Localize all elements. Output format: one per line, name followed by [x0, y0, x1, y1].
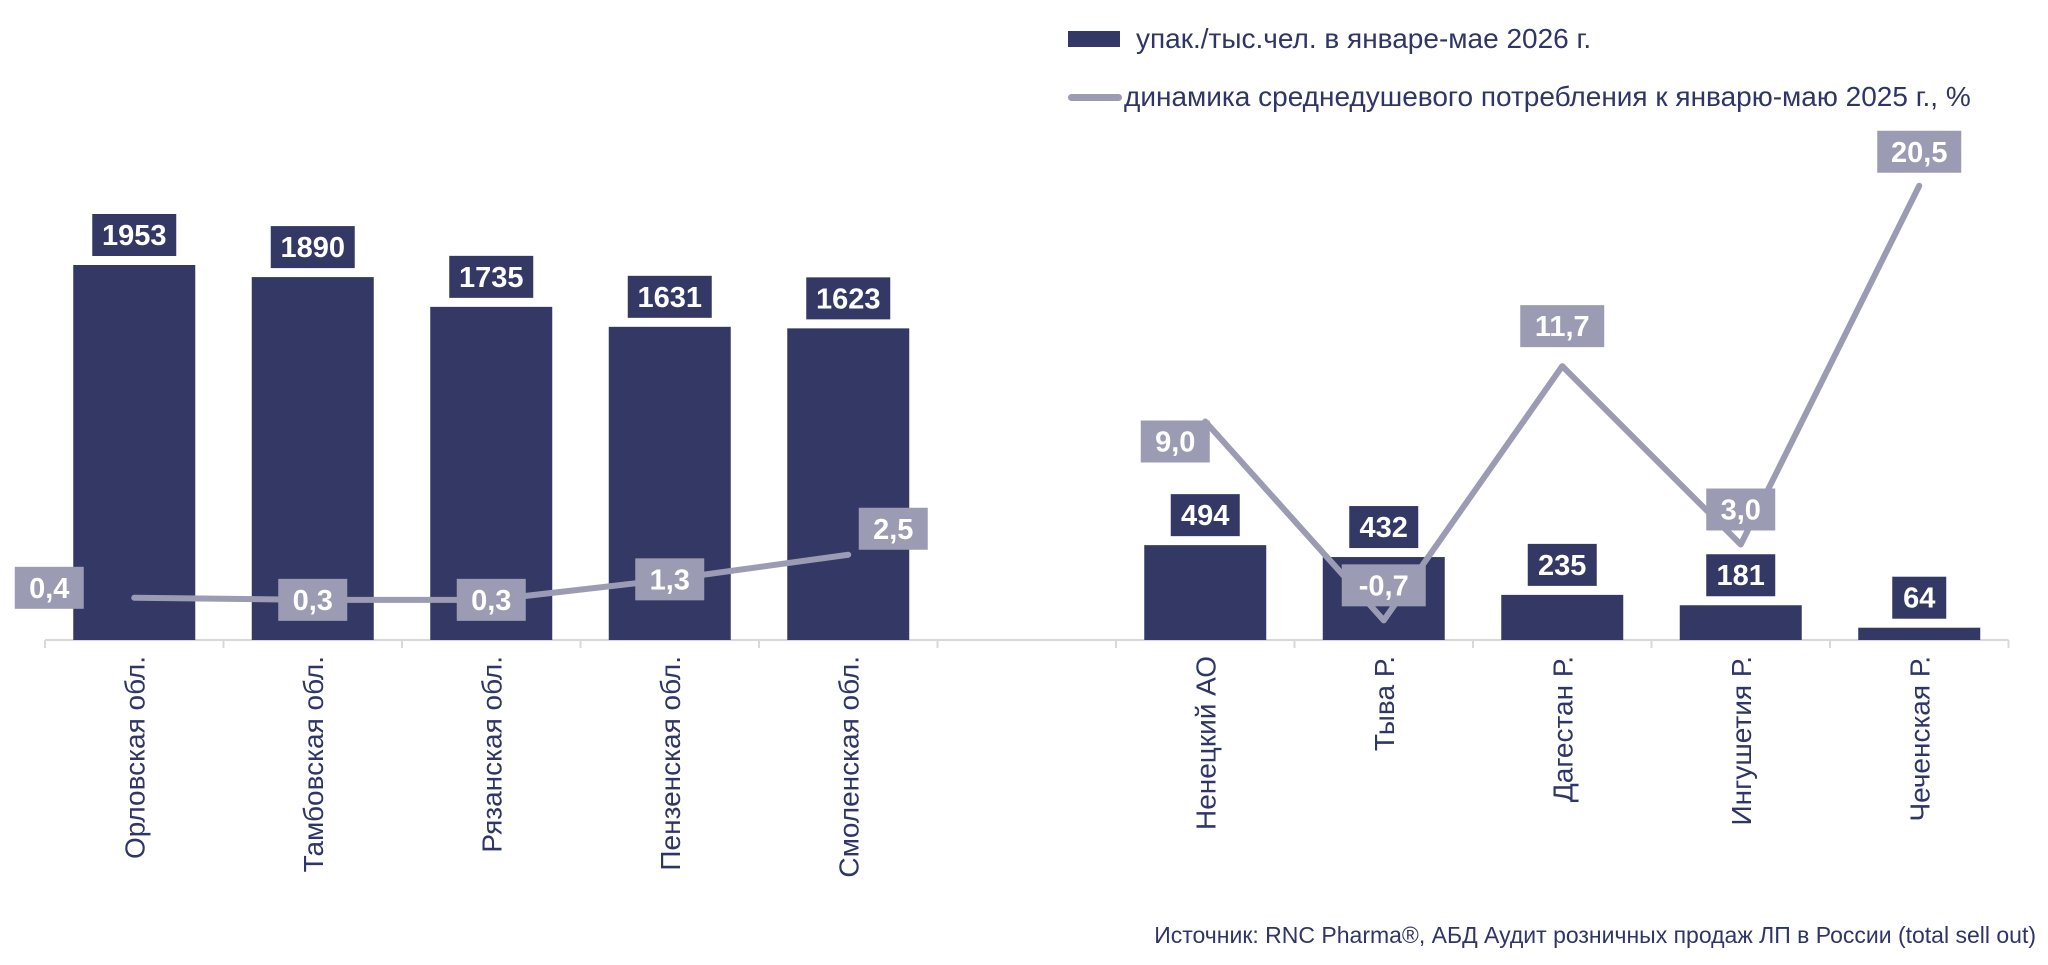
bar	[787, 328, 910, 640]
line-value-label: 0,3	[471, 585, 511, 617]
bar-value-label-box	[1349, 506, 1419, 549]
line-value-label: 0,3	[293, 585, 333, 617]
bar-value-label-box	[1706, 554, 1776, 597]
bar-value-label-box	[1170, 494, 1240, 537]
x-tick-label: Тамбовская обл.	[298, 656, 329, 872]
line-value-label: 9,0	[1155, 427, 1195, 459]
line-value-label-box	[14, 566, 84, 609]
bar-value-label: 181	[1717, 560, 1765, 592]
legend-bar-label: упак./тыс.чел. в январе-мае 2026 г.	[1136, 23, 1592, 54]
bar-value-label: 1890	[280, 232, 345, 264]
bar	[1501, 594, 1624, 640]
legend-item-bars: упак./тыс.чел. в январе-мае 2026 г.	[1068, 10, 1971, 68]
line-value-label: 1,3	[650, 564, 690, 596]
x-tick-label: Пензенская обл.	[655, 656, 686, 871]
x-tick-label: Ингушетия Р.	[1726, 656, 1757, 825]
bar-value-label: 432	[1360, 512, 1408, 544]
line-value-label: -0,7	[1359, 570, 1409, 602]
x-tick-label: Ненецкий АО	[1190, 656, 1221, 830]
bar-value-label-box	[1892, 576, 1947, 619]
bar	[1858, 627, 1981, 640]
bar-value-label-box	[92, 214, 177, 256]
bar-value-label-box	[627, 275, 712, 318]
line-value-label: 3,0	[1721, 495, 1761, 527]
line-value-label: 11,7	[1535, 311, 1590, 343]
x-tick-label: Чеченская Р.	[1904, 656, 1935, 821]
bar-value-label: 1623	[816, 283, 881, 315]
line-value-label-box	[858, 507, 928, 550]
line-value-label-box	[635, 558, 705, 601]
x-tick-label: Рязанская обл.	[476, 656, 507, 853]
bar-value-label: 1735	[459, 262, 524, 294]
line-series	[1202, 182, 1923, 624]
legend: упак./тыс.чел. в январе-мае 2026 г. дина…	[1068, 10, 1971, 126]
bar-value-label: 1631	[637, 282, 702, 314]
bar-value-label: 1953	[102, 220, 167, 252]
line-value-label: 0,4	[29, 573, 69, 605]
bar-value-label: 494	[1181, 500, 1229, 532]
legend-line-swatch	[1068, 93, 1122, 101]
legend-bar-swatch	[1068, 31, 1120, 47]
line-value-label-box	[1706, 488, 1776, 531]
legend-item-line: динамика среднедушевого потребления к ян…	[1068, 68, 1971, 126]
x-tick-label: Смоленская обл.	[833, 656, 864, 878]
bar-value-label: 235	[1538, 550, 1586, 582]
line-value-label: 2,5	[873, 514, 913, 546]
x-tick-label: Тыва Р.	[1369, 656, 1400, 751]
bar	[73, 265, 196, 640]
legend-line-label: динамика среднедушевого потребления к ян…	[1124, 81, 1971, 112]
bar	[1679, 605, 1802, 640]
x-tick-label: Дагестан Р.	[1547, 656, 1578, 802]
line-value-label-box	[1877, 130, 1962, 173]
line-value-label: 20,5	[1891, 137, 1947, 169]
x-tick-label: Орловская обл.	[119, 656, 150, 859]
line-value-label-box	[1520, 305, 1605, 348]
bar-value-label-box	[806, 277, 891, 320]
line-value-label-box	[1140, 420, 1210, 463]
bar-value-label: 64	[1903, 583, 1935, 615]
bar-value-label-box	[270, 226, 355, 269]
bar-value-label-box	[449, 255, 534, 298]
line-value-label-box	[456, 578, 526, 621]
source-note: Источник: RNC Pharma®, АБД Аудит розничн…	[1154, 922, 2036, 948]
line-value-label-box	[278, 578, 348, 621]
bar-value-label-box	[1527, 543, 1597, 586]
line-value-label-box	[1341, 564, 1426, 607]
bar	[1144, 545, 1267, 640]
